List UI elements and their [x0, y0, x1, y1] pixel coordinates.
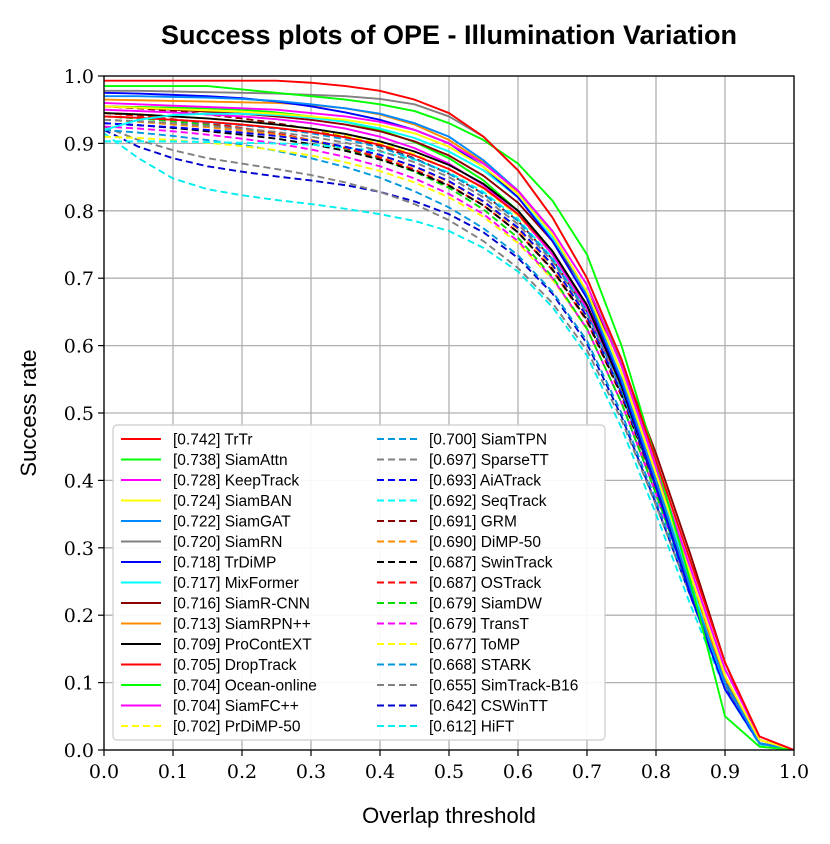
legend-label: [0.716] SiamR-CNN: [173, 596, 310, 613]
legend-label: [0.705] DropTrack: [173, 657, 297, 674]
legend-label: [0.702] PrDiMP-50: [173, 719, 301, 736]
legend-label: [0.679] SiamDW: [429, 596, 542, 613]
legend-label: [0.709] ProContEXT: [173, 637, 312, 654]
x-axis-label: Overlap threshold: [362, 803, 536, 828]
legend: [0.742] TrTr [0.738] SiamAttn [0.728] Keep…: [112, 424, 606, 741]
series-line-cswintt: [104, 129, 794, 750]
legend-label: [0.693] AiATrack: [429, 473, 541, 490]
legend-box: [112, 424, 606, 741]
chart-title: Success plots of OPE - Illumination Vari…: [161, 20, 737, 50]
y-tick-label: 0.3: [64, 538, 94, 560]
y-tick-label: 0.2: [64, 605, 94, 627]
legend-label: [0.687] SwinTrack: [429, 555, 553, 572]
x-tick-label: 0.1: [158, 761, 188, 783]
legend-label: [0.704] SiamFC++: [173, 698, 299, 715]
legend-label: [0.724] SiamBAN: [173, 493, 292, 510]
legend-label: [0.700] SiamTPN: [429, 432, 547, 449]
legend-label: [0.728] KeepTrack: [173, 473, 299, 490]
y-tick-label: 0.1: [64, 673, 94, 695]
series-line-mixformer: [104, 112, 794, 750]
y-tick-label: 1.0: [64, 66, 94, 88]
y-tick-label: 0.6: [64, 336, 94, 358]
series-line-keeptrack: [104, 102, 794, 750]
x-tick-label: 0.6: [503, 761, 533, 783]
legend-label: [0.722] SiamGAT: [173, 514, 291, 531]
legend-label: [0.720] SiamRN: [173, 534, 282, 551]
series-line-hift: [104, 132, 794, 750]
series-line-siamgat: [104, 95, 794, 750]
x-tick-label: 0.7: [572, 761, 602, 783]
legend-label: [0.687] OSTrack: [429, 575, 542, 592]
legend-label: [0.704] Ocean-online: [173, 678, 317, 695]
x-tick-label: 0.2: [227, 761, 257, 783]
legend-label: [0.655] SimTrack-B16: [429, 678, 578, 695]
x-tick-label: 0.3: [296, 761, 326, 783]
x-tick-label: 0.8: [641, 761, 671, 783]
series-line-siamr-cnn: [104, 105, 794, 750]
legend-label: [0.692] SeqTrack: [429, 493, 547, 510]
y-tick-label: 0.4: [64, 470, 94, 492]
x-tick-label: 0.4: [365, 761, 395, 783]
y-tick-label: 0.8: [64, 201, 94, 223]
x-tick-label: 0.5: [434, 761, 464, 783]
legend-label: [0.718] TrDiMP: [173, 555, 276, 572]
series-lines: [104, 79, 794, 750]
y-axis-label: Success rate: [16, 349, 41, 476]
legend-label: [0.713] SiamRPN++: [173, 616, 311, 633]
y-tick-label: 0.5: [64, 403, 94, 425]
legend-label: [0.612] HiFT: [429, 719, 515, 736]
y-tick-label: 0.9: [64, 133, 94, 155]
y-tick-label: 0.7: [64, 268, 94, 290]
legend-label: [0.738] SiamAttn: [173, 452, 288, 469]
legend-label: [0.697] SparseTT: [429, 452, 549, 469]
legend-label: [0.679] TransT: [429, 616, 529, 633]
series-line-simtrack-b16: [104, 125, 794, 750]
legend-label: [0.690] DiMP-50: [429, 534, 541, 551]
legend-label: [0.742] TrTr: [173, 432, 253, 449]
x-tick-label: 0.9: [710, 761, 740, 783]
series-line-tomp: [104, 135, 794, 750]
x-tick-label: 1.0: [779, 761, 809, 783]
series-line-trtr: [104, 79, 794, 750]
y-tick-label: 0.0: [64, 740, 94, 762]
legend-label: [0.642] CSWinTT: [429, 698, 548, 715]
legend-label: [0.717] MixFormer: [173, 575, 299, 592]
series-line-siamattn: [104, 85, 794, 750]
axis-ticks: 0.0 0.1 0.2 0.3 0.4 0.5 0.6 0.7 0.8 0.9 1.0 0.0 0.1 0…: [64, 66, 809, 783]
legend-label: [0.677] ToMP: [429, 637, 520, 654]
legend-label: [0.668] STARK: [429, 657, 532, 674]
legend-label: [0.691] GRM: [429, 514, 517, 531]
x-tick-label: 0.0: [89, 761, 119, 783]
